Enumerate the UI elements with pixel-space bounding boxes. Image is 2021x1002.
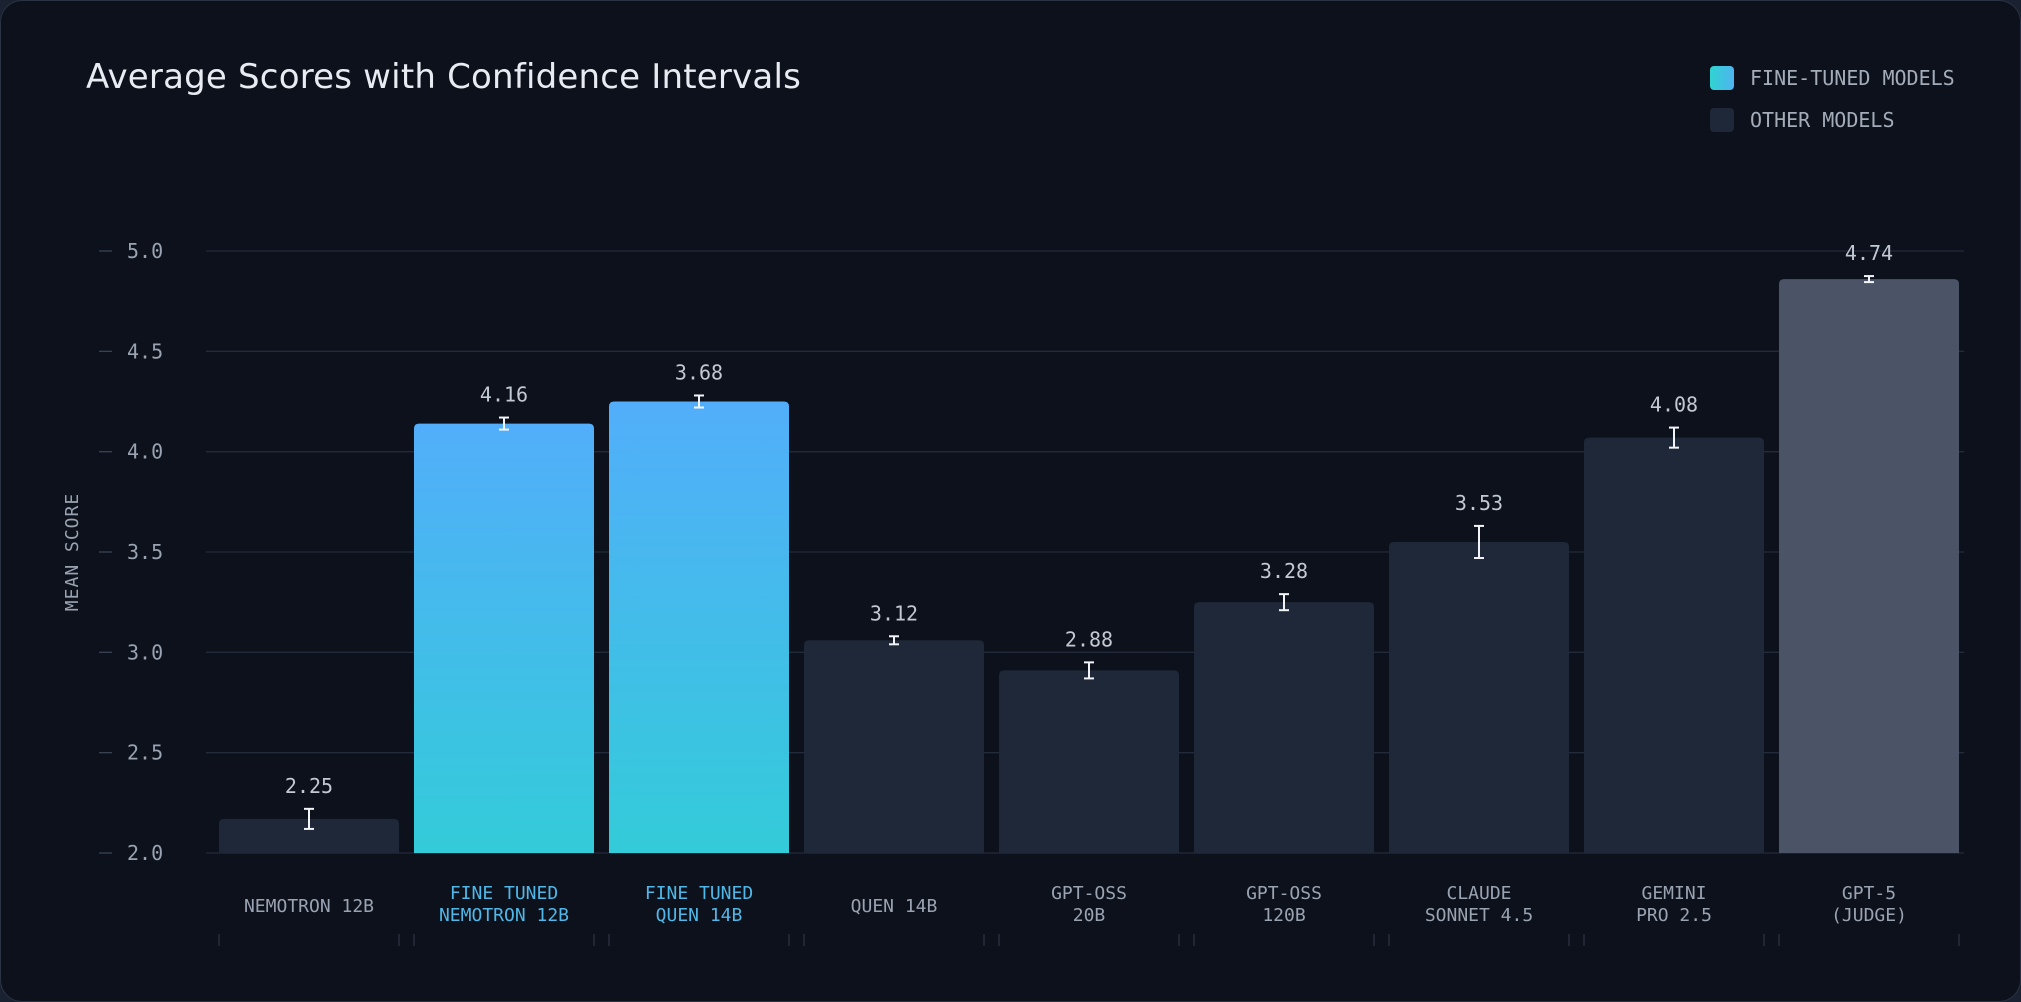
chart-title: Average Scores with Confidence Intervals <box>86 57 802 97</box>
legend-label: OTHER MODELS <box>1750 108 1895 132</box>
bar <box>1584 437 1764 853</box>
x-tick-label: (JUDGE) <box>1831 905 1907 926</box>
bar <box>219 818 399 853</box>
data-label: 4.16 <box>480 383 528 407</box>
legend-label: FINE-TUNED MODELS <box>1750 66 1955 90</box>
y-tick-label: 3.0 <box>127 640 163 664</box>
data-label: 4.74 <box>1845 241 1893 265</box>
x-tick-label: NEMOTRON 12B <box>439 905 569 926</box>
y-tick-label: 2.5 <box>127 741 163 765</box>
y-axis-label: MEAN SCORE <box>62 493 83 611</box>
data-label: 2.25 <box>285 774 333 798</box>
legend: FINE-TUNED MODELS OTHER MODELS <box>1710 57 1955 141</box>
y-tick-label: 4.0 <box>127 440 163 464</box>
x-tick-label: GPT-OSS <box>1246 883 1322 904</box>
data-label: 3.53 <box>1455 491 1503 515</box>
x-tick-label: CLAUDE <box>1446 883 1511 904</box>
bar <box>1779 279 1959 853</box>
y-tick-label: 3.5 <box>127 540 163 564</box>
bar <box>1389 541 1569 853</box>
data-label: 3.12 <box>870 601 918 625</box>
y-tick-label: 2.0 <box>127 841 163 865</box>
x-tick-label: NEMOTRON 12B <box>244 896 374 917</box>
bar <box>414 423 594 853</box>
legend-swatch-other <box>1710 108 1734 132</box>
x-tick-label: FINE TUNED <box>450 883 558 904</box>
x-tick-label: GPT-OSS <box>1051 883 1127 904</box>
x-tick-label: GPT-5 <box>1842 883 1896 904</box>
x-tick-label: SONNET 4.5 <box>1425 905 1533 926</box>
x-tick-label: PRO 2.5 <box>1636 905 1712 926</box>
bar <box>999 670 1179 853</box>
x-tick-label: 20B <box>1073 905 1106 926</box>
data-label: 3.68 <box>675 360 723 384</box>
x-tick-label: QUEN 14B <box>656 905 743 926</box>
legend-swatch-fine-tuned <box>1710 66 1734 90</box>
data-label: 2.88 <box>1065 627 1113 651</box>
data-label: 4.08 <box>1650 393 1698 417</box>
legend-item-other: OTHER MODELS <box>1710 99 1955 141</box>
data-label: 3.28 <box>1260 559 1308 583</box>
x-tick-label: QUEN 14B <box>851 896 938 917</box>
x-tick-label: GEMINI <box>1641 883 1706 904</box>
bar <box>804 640 984 853</box>
x-tick-label: 120B <box>1262 905 1305 926</box>
bar <box>1194 602 1374 853</box>
bar <box>609 401 789 853</box>
x-tick-label: FINE TUNED <box>645 883 753 904</box>
y-tick-label: 4.5 <box>127 339 163 363</box>
y-tick-label: 5.0 <box>127 239 163 263</box>
legend-item-fine-tuned: FINE-TUNED MODELS <box>1710 57 1955 99</box>
